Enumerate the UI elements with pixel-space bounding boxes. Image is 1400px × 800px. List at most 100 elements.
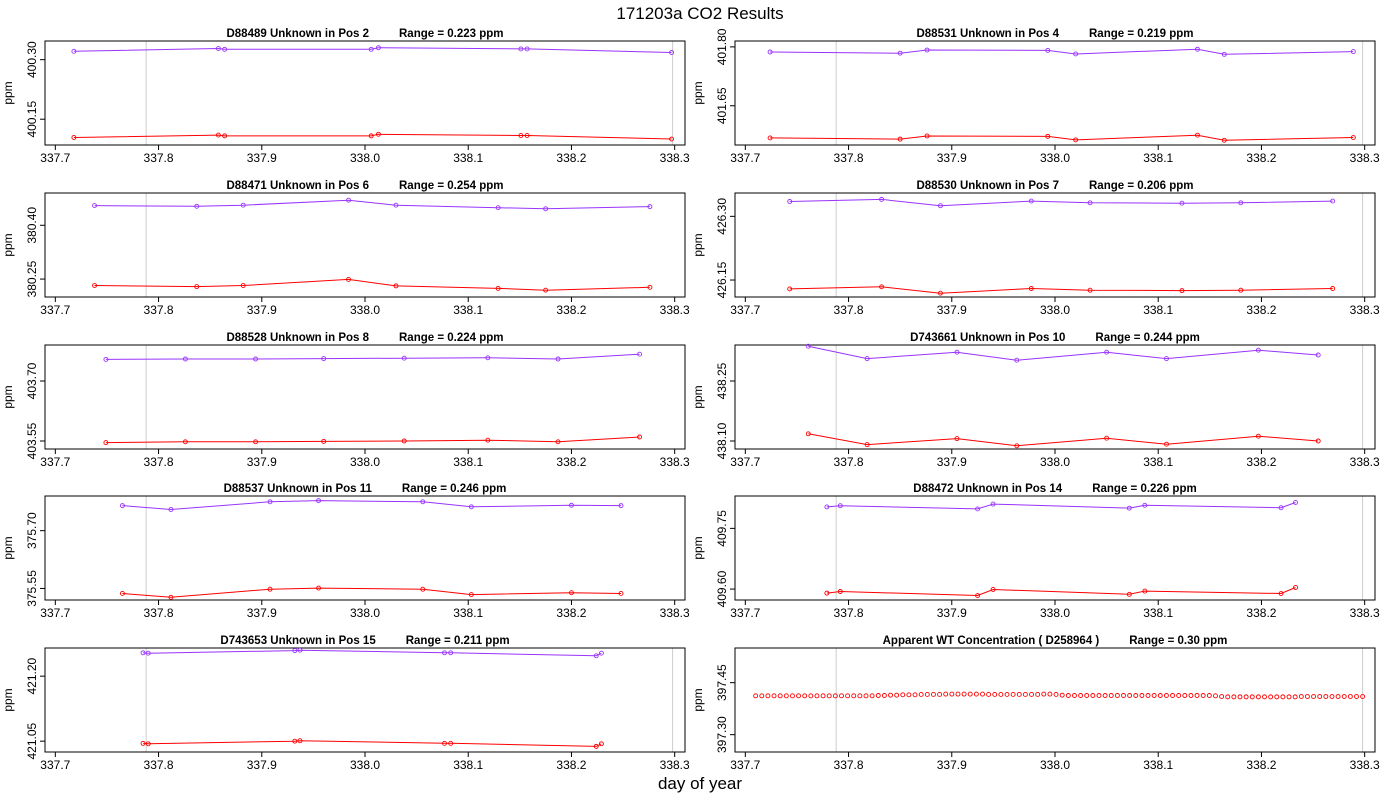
x-tick-label: 337.9 xyxy=(247,606,277,620)
lower-point xyxy=(924,133,930,139)
lower-point xyxy=(637,434,643,440)
lower-point xyxy=(598,741,604,747)
upper-point xyxy=(71,48,77,54)
upper-point xyxy=(954,349,960,355)
lower-point xyxy=(375,131,381,137)
upper-series-line xyxy=(808,345,1319,361)
wt-point xyxy=(1341,694,1347,699)
lower-series-line xyxy=(770,134,1354,141)
lower-point xyxy=(297,738,303,744)
panel-frame xyxy=(734,192,1376,298)
y-axis-label: ppm xyxy=(1,688,15,711)
y-axis-label: ppm xyxy=(691,233,705,256)
upper-point xyxy=(669,50,675,55)
upper-point xyxy=(401,355,407,361)
upper-point xyxy=(375,45,381,51)
panel-D88471: D88471 Unknown in Pos 6 Range = 0.254 ppm… xyxy=(1,180,690,317)
wt-point xyxy=(881,693,887,698)
y-tick-label: 380.40 xyxy=(25,207,39,244)
x-tick-label: 337.8 xyxy=(834,303,864,317)
upper-point xyxy=(393,202,399,208)
wt-point xyxy=(759,693,765,699)
upper-point xyxy=(805,343,811,349)
x-tick-label: 338.3 xyxy=(1350,758,1380,772)
lower-point xyxy=(468,592,474,598)
wt-point xyxy=(1360,694,1366,699)
upper-point xyxy=(1014,357,1020,363)
lower-point xyxy=(879,284,885,290)
wt-point xyxy=(1194,693,1200,698)
x-tick-label: 337.9 xyxy=(937,758,967,772)
lower-point xyxy=(119,591,125,596)
x-tick-label: 338.3 xyxy=(660,606,690,620)
panel-title-sample: D743653 Unknown in Pos 15 xyxy=(220,635,376,647)
x-tick-label: 338.0 xyxy=(1040,455,1070,469)
wt-point xyxy=(967,691,973,697)
x-tick-label: 337.9 xyxy=(937,455,967,469)
wt-point xyxy=(753,693,759,699)
lower-point xyxy=(1330,286,1336,291)
wt-point xyxy=(918,692,924,697)
wt-point xyxy=(1249,694,1255,700)
panel-title: D88472 Unknown in Pos 14 Range = 0.226 pp… xyxy=(913,483,1196,495)
upper-point xyxy=(140,650,146,656)
lower-point xyxy=(1104,435,1110,441)
x-tick-label: 338.2 xyxy=(1246,455,1276,469)
x-tick-label: 338.3 xyxy=(1350,303,1380,317)
upper-point xyxy=(1330,198,1336,204)
y-tick-label: 438.10 xyxy=(715,422,729,459)
panel-D88489: D88489 Unknown in Pos 2 Range = 0.223 ppm… xyxy=(1,28,690,165)
x-tick-label: 338.1 xyxy=(1143,151,1173,165)
panel-range-text: Range = 0.254 ppm xyxy=(399,180,504,192)
upper-point xyxy=(240,202,246,208)
panel-title-sample: Apparent WT Concentration ( D258964 ) xyxy=(883,635,1100,647)
upper-point xyxy=(253,356,259,362)
lower-point xyxy=(215,132,221,138)
upper-point xyxy=(222,46,228,52)
lower-point xyxy=(448,740,454,746)
lower-point xyxy=(1045,133,1051,139)
wt-point xyxy=(1096,693,1102,698)
upper-point xyxy=(1142,502,1148,508)
panel-frame xyxy=(44,495,686,601)
x-tick-label: 337.9 xyxy=(937,303,967,317)
lower-point xyxy=(316,585,321,591)
x-tick-label: 338.1 xyxy=(453,151,483,165)
lower-point xyxy=(168,594,174,600)
main-title: 171203a CO2 Results xyxy=(616,4,784,23)
lower-series-line xyxy=(94,278,650,291)
lower-point xyxy=(495,285,501,291)
panel-range-text: Range = 0.223 ppm xyxy=(399,28,504,40)
wt-point xyxy=(1090,693,1096,698)
y-tick-label: 426.30 xyxy=(715,198,729,235)
x-tick-label: 338.1 xyxy=(453,758,483,772)
lower-point xyxy=(1142,588,1148,594)
panel-title-sample: D88537 Unknown in Pos 11 xyxy=(224,483,373,495)
lower-point xyxy=(618,591,624,596)
upper-point xyxy=(864,356,870,362)
wt-point xyxy=(1053,692,1059,697)
y-tick-label: 375.70 xyxy=(25,512,39,549)
upper-point xyxy=(103,356,109,362)
wt-point xyxy=(802,693,808,699)
wt-point xyxy=(955,691,961,697)
panel-title: Apparent WT Concentration ( D258964 ) Ran… xyxy=(883,635,1228,647)
upper-point xyxy=(267,499,273,505)
lower-point xyxy=(975,593,981,598)
lower-point xyxy=(569,590,574,596)
wt-point xyxy=(783,693,789,699)
lower-point xyxy=(393,283,399,289)
y-axis-label: ppm xyxy=(1,81,15,104)
upper-series-line xyxy=(122,500,622,511)
upper-point xyxy=(1179,200,1185,206)
panel-title-sample: D88489 Unknown in Pos 2 xyxy=(226,28,369,40)
x-tick-label: 337.9 xyxy=(247,151,277,165)
panel-title-sample: D88530 Unknown in Pos 7 xyxy=(916,180,1059,192)
wt-point xyxy=(1243,694,1249,700)
upper-point xyxy=(182,356,188,362)
y-axis-label: ppm xyxy=(691,536,705,559)
wt-point xyxy=(789,693,795,699)
lower-point xyxy=(401,438,407,444)
upper-point xyxy=(168,507,174,512)
wt-point xyxy=(1016,692,1022,697)
